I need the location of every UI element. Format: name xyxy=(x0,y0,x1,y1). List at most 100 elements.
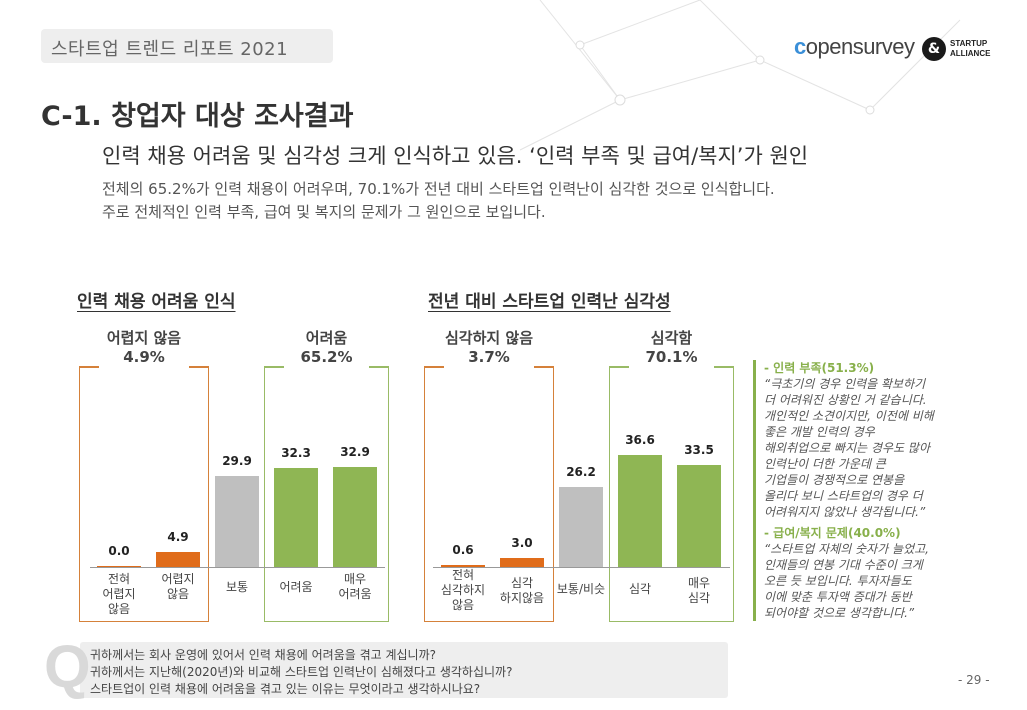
chart1-cat-2: 어렵지 않음 xyxy=(146,572,210,602)
chart1-bar-value-4: 32.3 xyxy=(281,446,311,461)
reason1-quote-line: 더 어려워진 상황인 거 같습니다. xyxy=(764,393,927,407)
chart2-group2-bracket xyxy=(609,366,734,622)
page-number: - 29 - xyxy=(958,673,990,687)
reason1-quote-line: 개인적인 소견이지만, 이전에 비해 xyxy=(764,409,934,423)
chart2-cat-2-line1: 심각 xyxy=(510,576,534,590)
chart2-group1-bracket-top-left xyxy=(424,366,444,368)
survey-question-2: 귀하께서는 지난해(2020년)와 비교해 스타트업 인력난이 심해졌다고 생각… xyxy=(90,665,513,679)
chart1-cat-2-line1: 어렵지 xyxy=(161,572,195,586)
chart1-title: 인력 채용 어려움 인식 xyxy=(77,292,236,312)
chart1-cat-3: 보통 xyxy=(225,580,249,594)
startup-alliance-text: STARTUP ALLIANCE xyxy=(950,39,990,59)
report-title-pill: 스타트업 트렌드 리포트 2021 xyxy=(41,29,333,63)
chart2-bar-value-2: 3.0 xyxy=(511,535,533,550)
chart2-cat-5-line2: 심각 xyxy=(687,591,711,605)
chart1-bar-value-2: 4.9 xyxy=(167,530,189,545)
chart2-bar-1 xyxy=(441,565,485,567)
chart2-group1-label: 심각하지 않음 3.7% xyxy=(424,329,554,367)
reason1-quote-line: 어려워지지 않았나 생각됩니다.” xyxy=(764,505,926,519)
reason2-label: - 급여/복지 문제(40.0%) xyxy=(764,526,901,540)
chart2-bar-value-1: 0.6 xyxy=(452,543,474,558)
chart2-cat-5: 매우 심각 xyxy=(667,576,731,606)
chart1-bar-1 xyxy=(97,566,141,567)
description: 전체의 65.2%가 인력 채용이 어려우며, 70.1%가 전년 대비 스타트… xyxy=(102,178,775,224)
reason1-label: - 인력 부족(51.3%) xyxy=(764,361,875,375)
startup-alliance-logo: & STARTUP ALLIANCE xyxy=(922,37,1002,65)
chart2-cat-2: 심각 하지않음 xyxy=(490,576,554,606)
chart1-cat-1-line1: 전혀 xyxy=(107,572,131,586)
chart1-cat-5: 매우 어려움 xyxy=(323,572,387,602)
startup-alliance-line2: ALLIANCE xyxy=(950,49,991,58)
chart2-group2-bracket-top-left xyxy=(609,366,629,368)
chart1-cat-1: 전혀 어렵지 않음 xyxy=(87,572,151,617)
chart1-axis xyxy=(90,567,385,568)
startup-alliance-mark: & xyxy=(922,37,946,61)
chart2-group1-bracket-top-right xyxy=(534,366,554,368)
chart1-bar-5 xyxy=(333,466,377,567)
chart2-axis xyxy=(433,567,730,568)
reason2-quote: “스타트업 자체의 숫자가 늘었고, 인재들의 연봉 기대 수준이 크게 오른 … xyxy=(764,541,968,621)
chart2-group2-label: 심각함 70.1% xyxy=(609,329,734,367)
chart1-cat-5-line1: 매우 xyxy=(343,572,367,586)
startup-alliance-line1: STARTUP xyxy=(950,39,988,48)
chart1-group1-label: 어렵지 않음 4.9% xyxy=(79,329,209,367)
reason1-quote-line: 인력난이 더한 가운데 큰 xyxy=(764,457,886,471)
chart2-bar-value-5: 33.5 xyxy=(684,442,714,457)
chart1-cat-1-line3: 않음 xyxy=(107,602,131,616)
chart1-bar-2 xyxy=(156,552,200,567)
chart2-cat-3: 보통/비슷 xyxy=(556,582,606,596)
chart2-cat-1-line3: 않음 xyxy=(451,598,475,612)
chart1-group2-bracket xyxy=(264,366,389,622)
reason2-quote-line: 이에 맞춘 투자액 증대가 동반 xyxy=(764,590,912,604)
chart2-cat-5-line1: 매우 xyxy=(687,576,711,590)
reason1-quote-line: 올리다 보니 스타트업의 경우 더 xyxy=(764,489,923,503)
chart2-group2-value: 70.1% xyxy=(645,348,698,366)
chart1-bar-4 xyxy=(274,468,318,567)
chart2-bar-value-3: 26.2 xyxy=(566,465,596,480)
report-title: 스타트업 트렌드 리포트 2021 xyxy=(51,39,289,60)
reason1-quote-line: 좋은 개발 인력의 경우 xyxy=(764,425,875,439)
chart1-cat-4: 어려움 xyxy=(279,580,313,594)
description-line-1: 전체의 65.2%가 인력 채용이 어려우며, 70.1%가 전년 대비 스타트… xyxy=(102,180,775,198)
chart2-group2-bracket-top-right xyxy=(714,366,734,368)
chart1-group1-bracket-top-left xyxy=(79,366,99,368)
chart2-cat-1-line1: 전혀 xyxy=(451,568,475,582)
chart1-bar-value-1: 0.0 xyxy=(108,544,130,558)
reason2-quote-line: 오른 듯 보입니다. 투자자들도 xyxy=(764,574,912,588)
q-mark-icon: Q xyxy=(44,633,91,700)
chart2-group2-name: 심각함 xyxy=(650,329,693,347)
description-line-2: 주로 전체적인 인력 부족, 급여 및 복지의 문제가 그 원인으로 보입니다. xyxy=(102,203,546,221)
chart1-group1-name: 어렵지 않음 xyxy=(106,329,182,347)
chart1-cat-1-line2: 어렵지 xyxy=(102,587,136,601)
chart2-cat-1-line2: 심각하지 xyxy=(440,583,486,597)
reason1-quote-line: 기업들이 경쟁적으로 연봉을 xyxy=(764,473,905,487)
reason1-quote-line: “극초기의 경우 인력을 확보하기 xyxy=(764,377,926,391)
chart1-cat-5-line2: 어려움 xyxy=(338,587,372,601)
opensurvey-logo-text: opensurvey xyxy=(805,34,915,59)
chart1-group2-label: 어려움 65.2% xyxy=(264,329,389,367)
reason2-quote-line: 되어야할 것으로 생각합니다.” xyxy=(764,606,915,620)
chart2-bar-value-4: 36.6 xyxy=(625,433,655,448)
chart1-group2-value: 65.2% xyxy=(300,348,353,366)
chart2-group1-value: 3.7% xyxy=(468,348,510,366)
chart1-bar-value-3: 29.9 xyxy=(222,453,252,468)
reason1-quote: “극초기의 경우 인력을 확보하기 더 어려워진 상황인 거 같습니다. 개인적… xyxy=(764,376,968,520)
chart2-cat-4: 심각 xyxy=(628,582,652,596)
chart2-bar-4 xyxy=(618,455,662,567)
chart1-cat-2-line2: 않음 xyxy=(166,587,190,601)
chart2-cat-2-line2: 하지않음 xyxy=(499,591,545,605)
chart2-bar-5 xyxy=(677,464,721,567)
chart1-group2-bracket-top-right xyxy=(369,366,389,368)
survey-questions-box xyxy=(80,642,728,698)
page-title: C-1. 창업자 대상 조사결과 xyxy=(41,101,354,132)
survey-question-1: 귀하께서는 회사 운영에 있어서 인력 채용에 어려움을 겪고 계십니까? xyxy=(90,648,437,662)
chart2-group1-name: 심각하지 않음 xyxy=(444,329,534,347)
chart1-group1-bracket-top-right xyxy=(189,366,209,368)
chart1-group2-name: 어려움 xyxy=(305,329,348,347)
chart1-group2-bracket-top-left xyxy=(264,366,284,368)
chart1-group1-value: 4.9% xyxy=(123,348,165,366)
reason2-quote-line: “스타트업 자체의 숫자가 늘었고, xyxy=(764,542,929,556)
chart2-bar-2 xyxy=(500,557,544,567)
chart1-group1-bracket xyxy=(79,366,209,622)
survey-question-3: 스타트업이 인력 채용에 어려움을 겪고 있는 이유는 무엇이라고 생각하시나요… xyxy=(90,682,481,696)
